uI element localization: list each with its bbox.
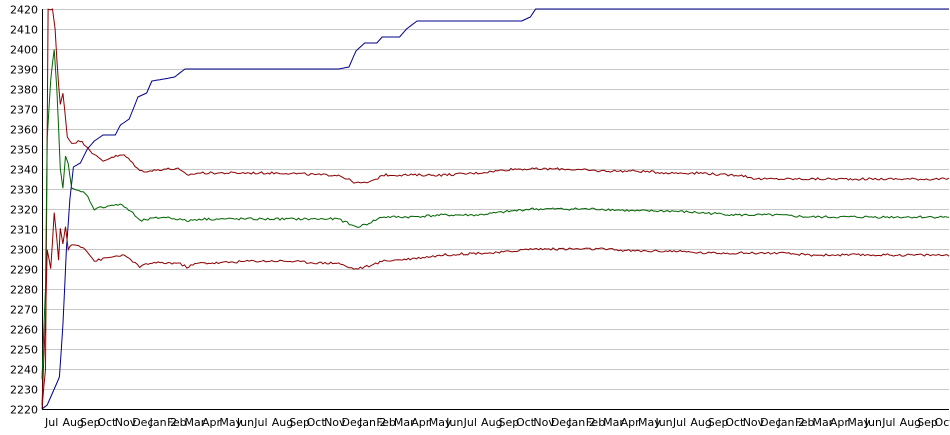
y-tick-label: 2280 — [10, 284, 38, 297]
x-tick-label: Dec — [551, 416, 572, 429]
y-tick-label: 2400 — [10, 44, 38, 57]
x-tick-label: Jan 2 — [358, 416, 386, 429]
x-tick-label: Jan 2 — [149, 416, 177, 429]
x-tick-label: Feb — [167, 416, 186, 429]
y-tick-label: 2260 — [10, 324, 38, 337]
x-tick-label: Dec — [132, 416, 153, 429]
x-tick-label: Nov — [324, 416, 346, 429]
x-tick-label: Jun — [654, 416, 672, 429]
y-tick-label: 2420 — [10, 4, 38, 17]
gridlines — [42, 9, 949, 410]
x-tick-label: Jul — [672, 416, 686, 429]
y-tick-label: 2240 — [10, 364, 38, 377]
x-tick-label: Apr — [621, 416, 641, 429]
x-tick-label: Feb — [795, 416, 814, 429]
x-tick-label: Oct — [307, 416, 327, 429]
y-tick-label: 2290 — [10, 264, 38, 277]
x-tick-label: Mar — [394, 416, 415, 429]
x-tick-label: Jul — [881, 416, 895, 429]
axes — [42, 9, 949, 410]
y-tick-label: 2250 — [10, 344, 38, 357]
series-line-2 — [41, 8, 950, 410]
y-tick-label: 2330 — [10, 184, 38, 197]
x-tick-label: Jul — [253, 416, 267, 429]
x-tick-label: Mar — [812, 416, 833, 429]
series-line-3 — [41, 49, 950, 380]
y-tick-label: 2390 — [10, 64, 38, 77]
x-tick-label: Mar — [603, 416, 624, 429]
series-line-1 — [41, 8, 949, 410]
x-tick-label: Apr — [830, 416, 850, 429]
x-tick-label: Oct — [935, 416, 950, 429]
y-tick-label: 2270 — [10, 304, 38, 317]
y-tick-label: 2300 — [10, 244, 38, 257]
y-tick-label: 2230 — [10, 384, 38, 397]
y-axis-ticks: 2220 2230 2240 2250 2260 2270 2280 2290 2300 2310… — [10, 4, 38, 417]
y-tick-label: 2320 — [10, 204, 38, 217]
x-tick-label: Mar — [185, 416, 206, 429]
y-tick-label: 2350 — [10, 144, 38, 157]
y-tick-label: 2310 — [10, 224, 38, 237]
series-line-4 — [41, 212, 950, 406]
x-tick-label: Oct — [97, 416, 117, 429]
y-tick-label: 2340 — [10, 164, 38, 177]
y-tick-label: 2410 — [10, 24, 38, 37]
x-tick-label: Apr — [202, 416, 222, 429]
y-tick-label: 2370 — [10, 104, 38, 117]
x-tick-label: Sep — [80, 416, 101, 429]
x-tick-label: Nov — [533, 416, 555, 429]
x-tick-label: Oct — [516, 416, 536, 429]
x-tick-label: May — [219, 416, 242, 429]
y-tick-label: 2360 — [10, 124, 38, 137]
x-tick-label: Aug — [690, 416, 711, 429]
x-tick-label: Nov — [115, 416, 137, 429]
x-tick-label: Jul — [463, 416, 477, 429]
x-tick-label: May — [847, 416, 870, 429]
x-tick-label: Dec — [342, 416, 363, 429]
x-tick-label: Aug — [272, 416, 293, 429]
x-tick-label: Sep — [289, 416, 310, 429]
x-tick-label: May — [429, 416, 452, 429]
x-tick-label: Dec — [760, 416, 781, 429]
x-tick-label: Aug — [900, 416, 921, 429]
x-tick-label: Sep — [917, 416, 938, 429]
series-lines — [41, 8, 950, 410]
y-tick-label: 2220 — [10, 404, 38, 417]
x-tick-label: Feb — [586, 416, 605, 429]
x-tick-label: Apr — [411, 416, 431, 429]
y-tick-label: 2380 — [10, 84, 38, 97]
x-tick-label: Jun — [864, 416, 882, 429]
x-tick-label: Jun — [445, 416, 463, 429]
x-tick-label: Oct — [725, 416, 745, 429]
x-tick-label: Jul — [44, 416, 58, 429]
x-tick-label: May — [638, 416, 661, 429]
x-tick-label: Aug — [62, 416, 83, 429]
x-tick-label: Jan 2 — [777, 416, 805, 429]
x-tick-label: Aug — [481, 416, 502, 429]
x-tick-label: Sep — [708, 416, 729, 429]
x-tick-label: Feb — [376, 416, 395, 429]
x-tick-label: Jan 2 — [567, 416, 595, 429]
x-tick-label: Jun — [236, 416, 254, 429]
x-tick-label: Sep — [499, 416, 520, 429]
x-tick-label: Nov — [743, 416, 765, 429]
